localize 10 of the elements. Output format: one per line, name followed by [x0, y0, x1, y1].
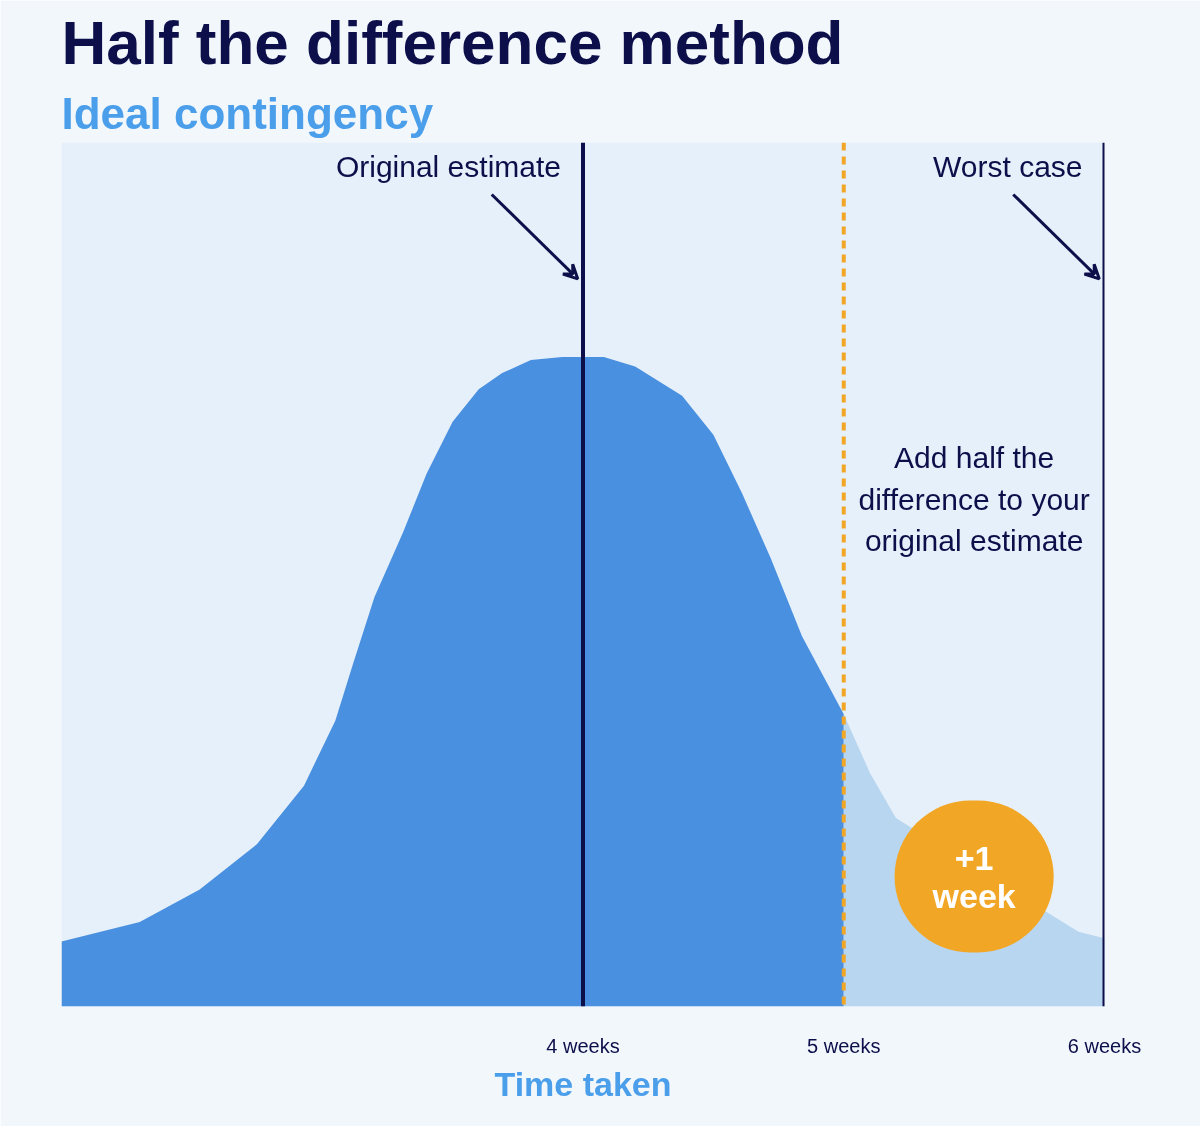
ref-line-label: Worst case	[933, 149, 1083, 183]
ref-line-label: Original estimate	[335, 149, 562, 183]
x-axis-title: Time taken	[494, 1064, 672, 1103]
x-tick-label: 5 weeks	[807, 1034, 881, 1057]
annotation: +1 week	[931, 838, 1016, 915]
x-tick-label: 6 weeks	[1067, 1034, 1142, 1057]
annotation: Add half the difference to your original estimate	[858, 441, 1090, 557]
chart-title: Half the difference method	[61, 7, 844, 77]
x-tick-label: 4 weeks	[546, 1034, 620, 1057]
chart-subtitle: Ideal contingency	[61, 88, 434, 138]
